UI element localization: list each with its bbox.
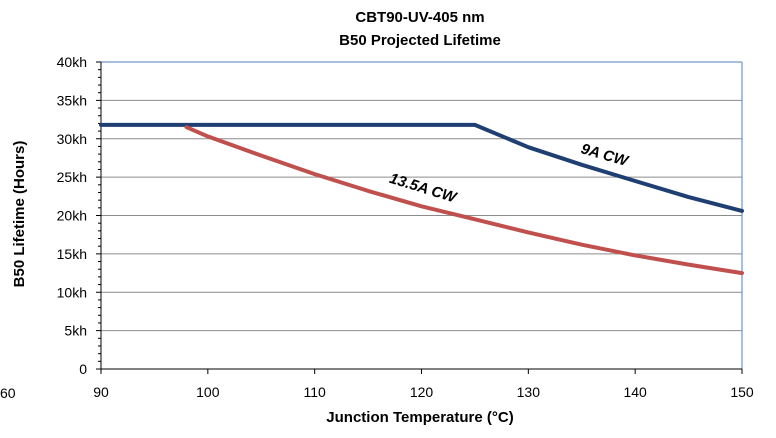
axes xyxy=(96,61,743,374)
stray-tick-label: 60 xyxy=(0,385,16,401)
grid-lines xyxy=(101,99,742,332)
y-tick-label: 35kh xyxy=(57,92,87,108)
chart-title: CBT90-UV-405 nm xyxy=(355,9,484,26)
x-tick-label: 150 xyxy=(730,384,754,400)
x-tick-label: 140 xyxy=(623,384,647,400)
y-tick-label: 40kh xyxy=(57,54,87,70)
x-tick-label: 130 xyxy=(517,384,541,400)
x-axis-label: Junction Temperature (°C) xyxy=(326,409,513,426)
series-line-1 xyxy=(184,125,744,276)
x-tick-label: 110 xyxy=(304,384,327,400)
chart-subtitle: B50 Projected Lifetime xyxy=(339,32,501,49)
x-tick-label: 100 xyxy=(196,384,220,400)
y-tick-label: 30kh xyxy=(57,131,87,147)
series-lines xyxy=(99,122,744,276)
x-tick-label: 120 xyxy=(410,384,434,400)
series-line-0 xyxy=(99,122,744,213)
y-tick-label: 15kh xyxy=(57,246,87,262)
x-tick-label: 90 xyxy=(93,384,109,400)
y-tick-label: 25kh xyxy=(57,169,87,185)
y-axis-label: B50 Lifetime (Hours) xyxy=(11,141,28,288)
tick-labels: 0 5kh 10kh 15kh 20kh 25kh 30kh 35kh 40kh 90 100 110… xyxy=(57,54,754,400)
y-tick-label: 20kh xyxy=(57,208,87,224)
y-tick-label: 0 xyxy=(79,361,87,377)
y-tick-label: 5kh xyxy=(64,323,87,339)
y-tick-label: 10kh xyxy=(57,284,87,300)
